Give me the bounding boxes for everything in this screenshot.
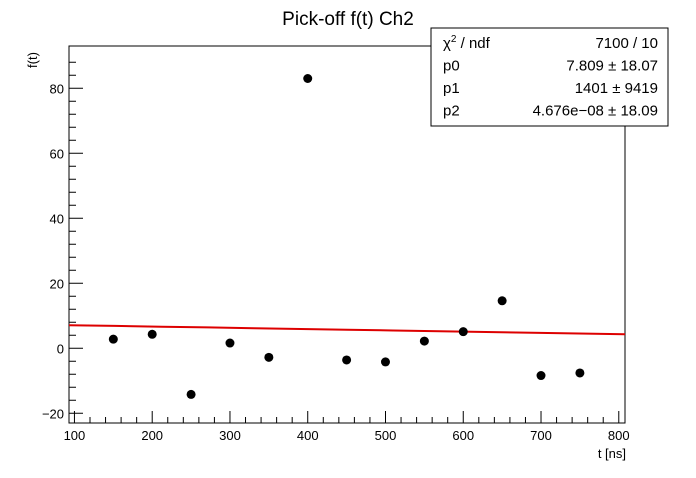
data-point: [264, 352, 274, 362]
data-point: [497, 296, 507, 306]
x-tick-label: 400: [297, 428, 319, 443]
y-tick-label: 40: [50, 211, 64, 226]
stats-row-label: χ2 / ndf: [443, 34, 491, 52]
y-tick-label: 60: [50, 146, 64, 161]
stats-row-label: p0: [443, 58, 460, 75]
data-point: [186, 389, 196, 399]
chart-marks: −20 0 20 40 60 80 100 200 300 400 500 600 700 800: [42, 61, 630, 443]
y-tick-label: 20: [50, 276, 64, 291]
x-tick-label: 600: [452, 428, 474, 443]
stats-box: χ2 / ndf 7100 / 10 p0 7.809 ± 18.07 p1 1401 ±…: [430, 27, 669, 127]
plot-frame: [68, 45, 626, 424]
y-tick-label: 0: [57, 341, 64, 356]
data-point: [458, 327, 468, 337]
chart-title: Pick-off f(t) Ch2: [282, 9, 414, 30]
y-tick-label: −20: [42, 406, 64, 421]
stats-row-label: p1: [443, 80, 460, 97]
y-axis-label: f(t): [25, 52, 40, 68]
x-tick-label: 800: [608, 428, 630, 443]
x-axis-label: t [ns]: [598, 446, 626, 461]
data-point: [575, 368, 585, 378]
data-point: [342, 355, 352, 365]
x-tick-label: 500: [375, 428, 397, 443]
stats-row-value: 1401 ± 9419: [575, 80, 658, 97]
y-tick-label: 80: [50, 81, 64, 96]
x-tick-label: 200: [141, 428, 163, 443]
x-tick-label: 300: [219, 428, 241, 443]
stats-row-label: p2: [443, 103, 460, 120]
stats-row-value: 7.809 ± 18.07: [566, 58, 658, 75]
data-point: [380, 357, 390, 367]
stats-row-value: 4.676e−08 ± 18.09: [533, 103, 658, 120]
data-point: [419, 336, 429, 346]
x-tick-label: 700: [530, 428, 552, 443]
fit-line: [68, 324, 626, 336]
data-point: [536, 371, 546, 381]
data-point: [225, 338, 235, 348]
data-point: [303, 74, 313, 83]
x-tick-label: 100: [64, 428, 86, 443]
data-point: [147, 329, 157, 339]
stats-row-value: 7100 / 10: [595, 35, 658, 52]
data-point: [108, 334, 118, 344]
stats-box-frame: [430, 27, 669, 127]
